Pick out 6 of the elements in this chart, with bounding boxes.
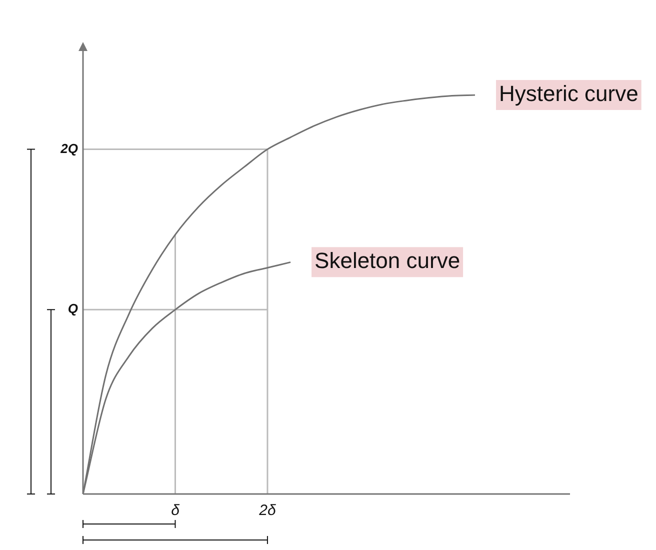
x-tick-label: 2δ xyxy=(258,502,276,520)
ref-line-label: Q xyxy=(68,301,78,316)
series-label: Skeleton curve xyxy=(314,248,460,274)
ref-line-label: 2Q xyxy=(60,140,78,156)
x-tick-label: δ xyxy=(171,502,180,520)
series-label: Hysteric curve xyxy=(499,81,638,106)
